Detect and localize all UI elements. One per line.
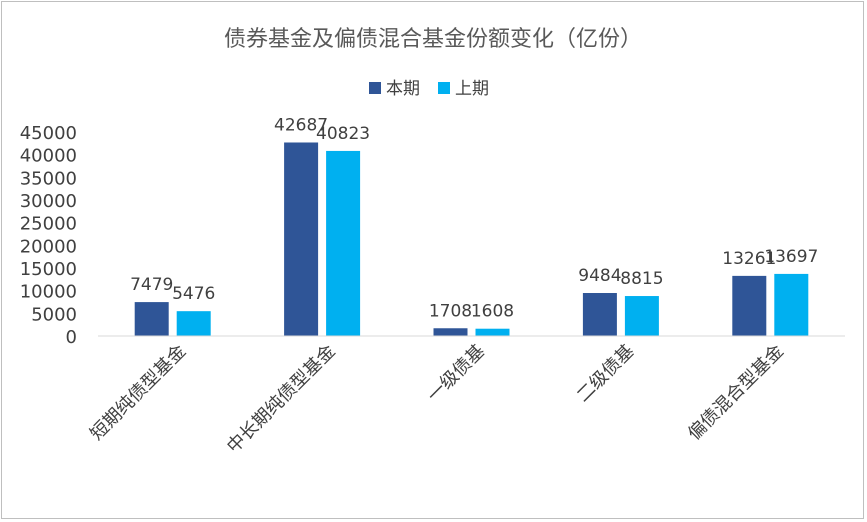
- bar-current: [284, 142, 319, 336]
- bars: [134, 142, 809, 336]
- legend-label-current: 本期: [386, 79, 420, 99]
- category-label: 偏债混合型基金: [684, 341, 788, 445]
- bar-previous: [176, 311, 211, 336]
- bar-current: [732, 275, 767, 336]
- y-tick-label: 30000: [20, 191, 77, 212]
- bar-previous: [624, 296, 659, 336]
- bar-current: [433, 328, 468, 336]
- y-tick-label: 20000: [20, 236, 77, 257]
- data-label: 9484: [578, 266, 621, 286]
- x-axis: 短期纯债型基金 中长期纯债型基金 一级债基 二级债基 偏债混合型基金: [86, 335, 845, 458]
- legend-swatch-current: [369, 82, 381, 94]
- y-tick-label: 40000: [20, 146, 77, 167]
- bar-current: [582, 293, 617, 336]
- data-label: 40823: [316, 124, 370, 144]
- y-tick-label: 15000: [20, 259, 77, 280]
- y-tick-label: 10000: [20, 282, 77, 303]
- legend-label-previous: 上期: [455, 79, 489, 99]
- y-tick-label: 25000: [20, 214, 77, 235]
- legend: 本期 上期: [369, 79, 489, 99]
- category-label: 二级债基: [573, 341, 639, 407]
- data-label: 42687: [274, 115, 328, 135]
- bar-previous: [326, 150, 361, 336]
- data-label: 1608: [471, 302, 514, 322]
- y-tick-label: 5000: [31, 304, 77, 325]
- data-label: 13261: [722, 249, 776, 269]
- category-label: 中长期纯债型基金: [223, 341, 340, 458]
- bar-previous: [774, 273, 809, 336]
- category-label: 短期纯债型基金: [86, 341, 190, 445]
- y-axis: 0500010000150002000025000300003500040000…: [20, 123, 77, 348]
- legend-swatch-previous: [438, 82, 450, 94]
- y-tick-label: 35000: [20, 168, 77, 189]
- data-label: 5476: [172, 284, 215, 304]
- data-label: 7479: [130, 275, 173, 295]
- bar-current: [134, 302, 169, 336]
- data-label: 13697: [764, 247, 818, 267]
- y-tick-label: 45000: [20, 123, 77, 144]
- bar-previous: [475, 328, 510, 336]
- category-label: 一级债基: [423, 341, 489, 407]
- data-label: 8815: [620, 269, 663, 289]
- y-tick-label: 0: [66, 327, 77, 348]
- data-label: 1708: [429, 301, 472, 321]
- chart-title: 债券基金及偏债混合基金份额变化（亿份）: [224, 27, 642, 52]
